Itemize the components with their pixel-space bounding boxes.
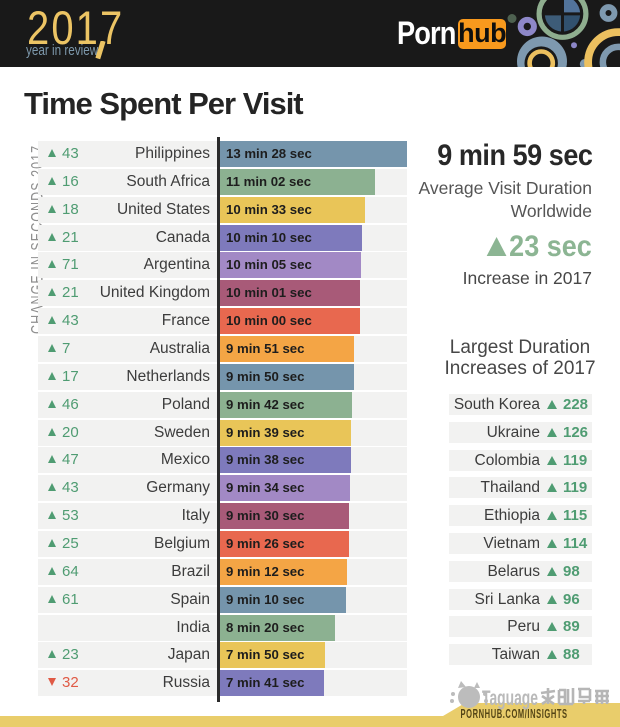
svg-text:Taguage: Taguage — [482, 687, 538, 710]
